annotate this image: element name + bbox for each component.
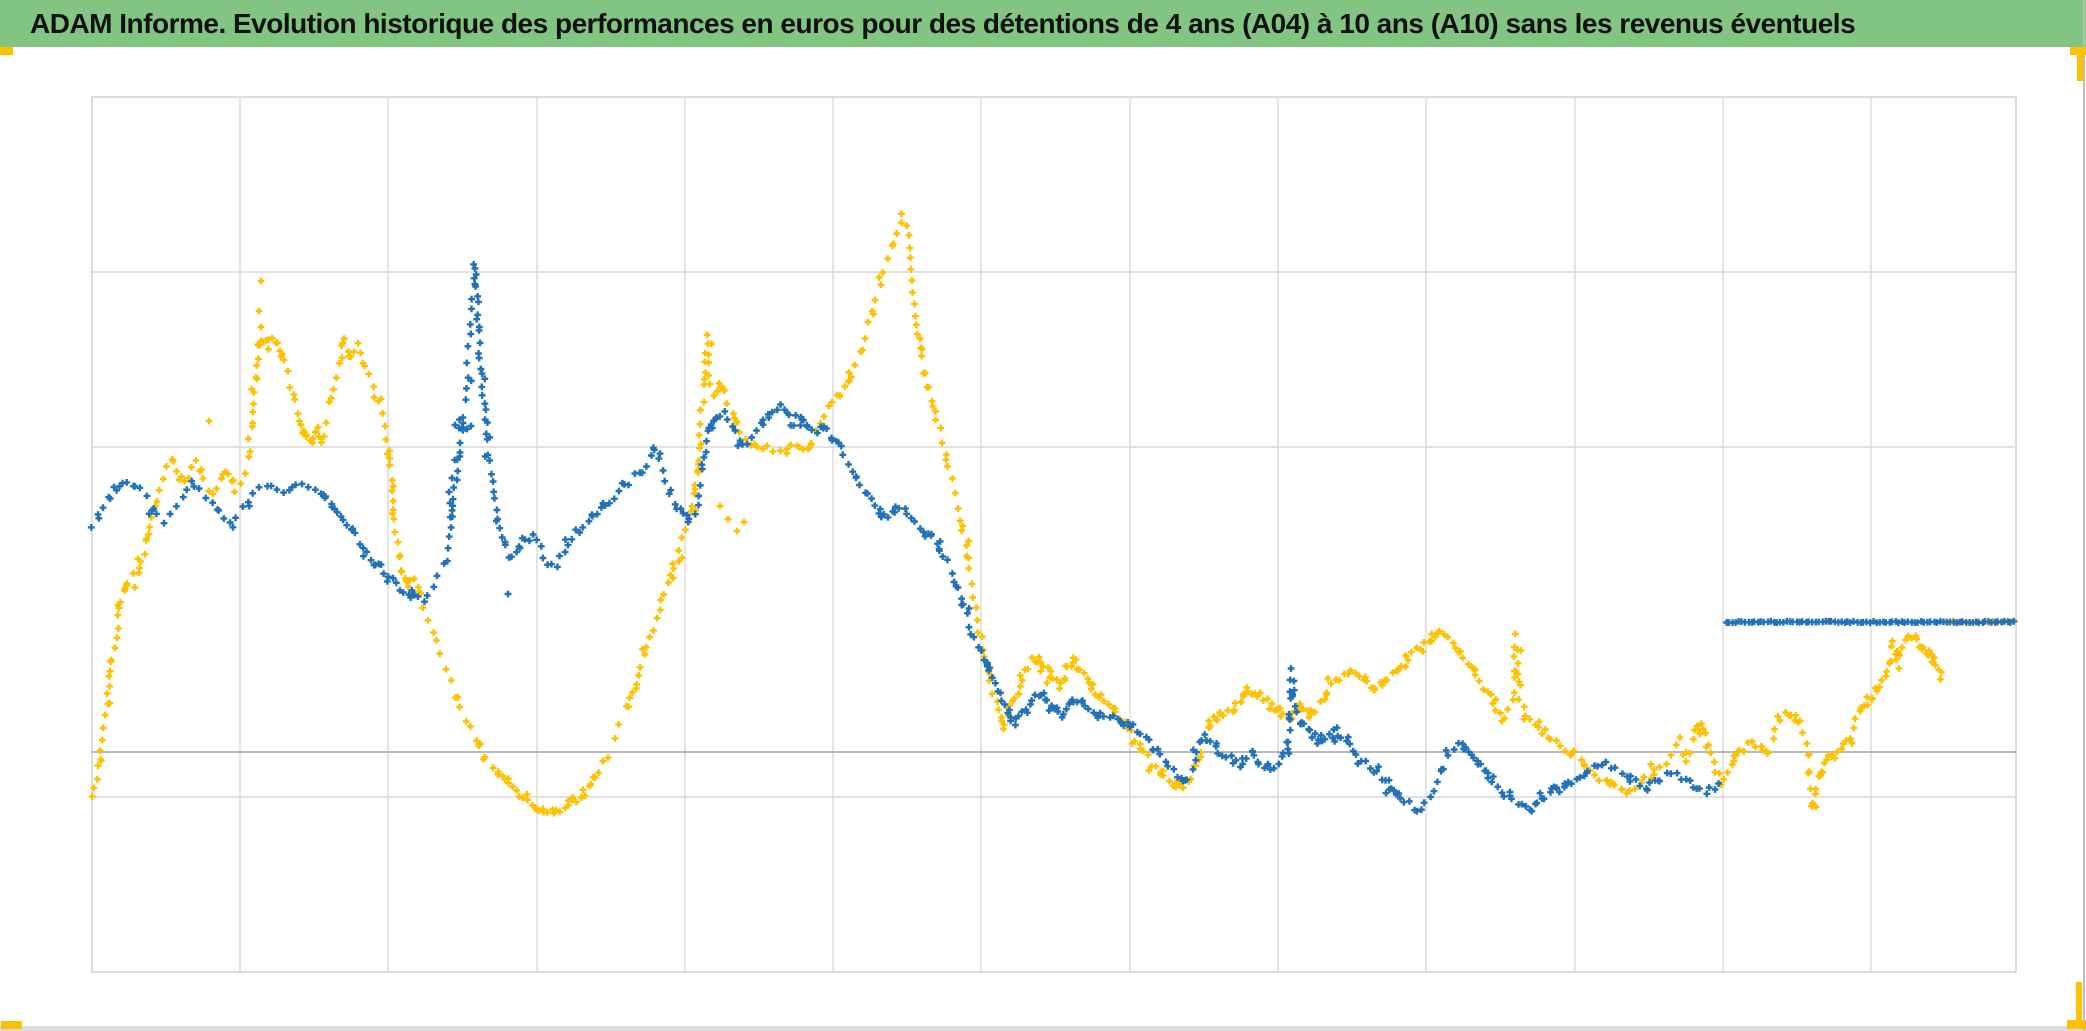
corner-accent-1 — [2070, 47, 2086, 55]
chart-area — [0, 47, 2086, 1031]
series-serie_bleue — [88, 261, 2018, 815]
corner-accent-5 — [1, 1021, 22, 1029]
right-edge-line — [2083, 0, 2085, 1031]
series-serie_jaune — [88, 210, 2016, 817]
corner-accent-4 — [2067, 1020, 2086, 1029]
chart-title: ADAM Informe. Evolution historique des p… — [30, 7, 1856, 39]
corner-accent-3 — [2076, 982, 2082, 1020]
title-bar: ADAM Informe. Evolution historique des p… — [0, 0, 2086, 47]
bottom-edge-strip — [0, 1026, 2086, 1031]
plot-area — [91, 96, 2017, 973]
performance-scatter-chart — [88, 96, 2018, 973]
corner-accent-2 — [2077, 55, 2083, 81]
corner-accent-0 — [0, 47, 13, 55]
